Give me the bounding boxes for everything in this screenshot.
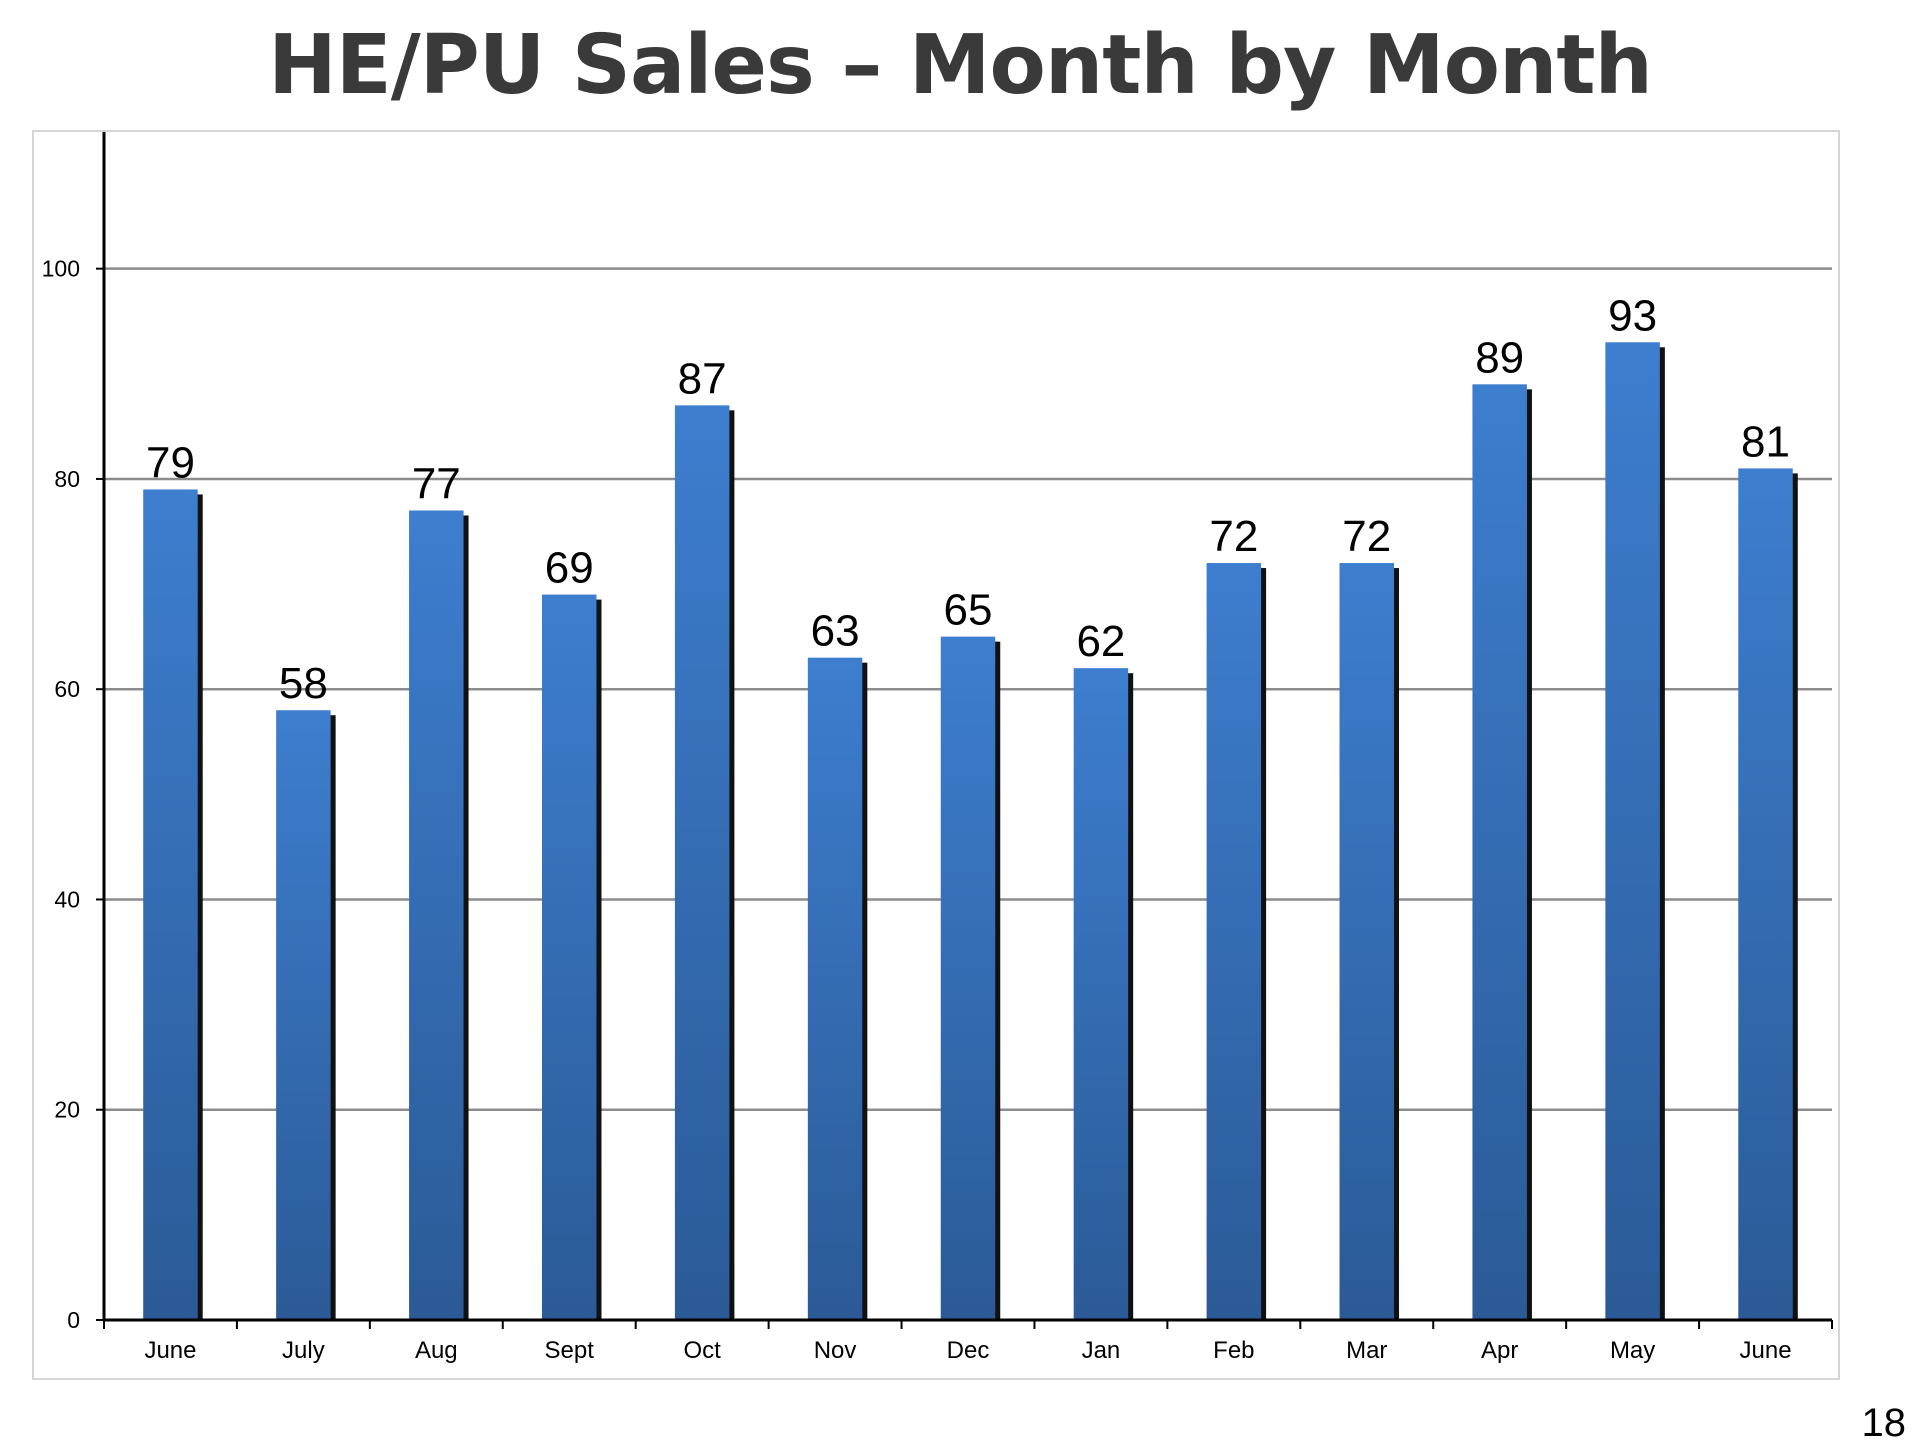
x-tick-label: Sept [545,1337,595,1364]
bar [807,657,863,1320]
x-tick-label: May [1610,1337,1655,1364]
data-label: 93 [1608,291,1657,340]
data-label: 72 [1209,512,1258,561]
data-label: 72 [1342,512,1391,561]
y-tick-label: 0 [67,1307,80,1333]
bar [940,636,996,1320]
x-axis-ticks: June July Aug Sept Oct Nov Dec Jan Feb Mar Apr May J… [103,1320,1833,1364]
bar [1738,468,1793,1320]
data-label: 63 [811,607,860,656]
bar [276,710,331,1320]
data-label: 79 [146,438,195,487]
x-tick-label: Mar [1346,1337,1387,1364]
x-tick-label: Feb [1213,1337,1254,1364]
bar [1605,342,1660,1320]
y-axis-ticks: 0 20 40 60 80 100 [42,256,104,1333]
x-tick-label: Apr [1481,1337,1518,1364]
bar [1206,563,1262,1320]
x-tick-label: June [1740,1337,1792,1364]
x-tick-label: Dec [947,1337,990,1364]
data-label: 58 [279,659,328,708]
x-tick-label: Jan [1082,1337,1121,1364]
bar [1073,668,1129,1320]
bar [1339,563,1395,1320]
x-tick-label: July [282,1337,325,1364]
data-label: 89 [1475,333,1524,382]
bar [674,405,730,1321]
data-label: 69 [545,544,594,593]
y-tick-label: 40 [54,886,80,912]
chart-title: HE/PU Sales – Month by Month [268,18,1653,113]
y-tick-label: 100 [42,256,80,282]
x-tick-label: Oct [683,1337,721,1364]
bar [541,594,597,1320]
bar [409,510,464,1320]
bar [143,489,198,1321]
page-number: 18 [1861,1401,1907,1445]
bar [1472,384,1527,1320]
x-tick-label: Aug [415,1337,458,1364]
x-tick-label: Nov [814,1337,857,1364]
y-tick-label: 60 [54,676,80,702]
y-tick-label: 80 [54,466,80,492]
data-label: 81 [1741,417,1790,466]
axes [102,132,1832,1322]
data-label: 87 [678,354,727,403]
x-tick-label: June [144,1337,196,1364]
data-labels: 79 58 77 69 87 63 65 62 72 72 89 93 81 [146,291,1790,708]
y-tick-label: 20 [54,1097,80,1123]
bars [143,342,1798,1321]
data-label: 77 [412,459,461,508]
data-label: 62 [1076,617,1125,666]
data-label: 65 [944,586,993,635]
